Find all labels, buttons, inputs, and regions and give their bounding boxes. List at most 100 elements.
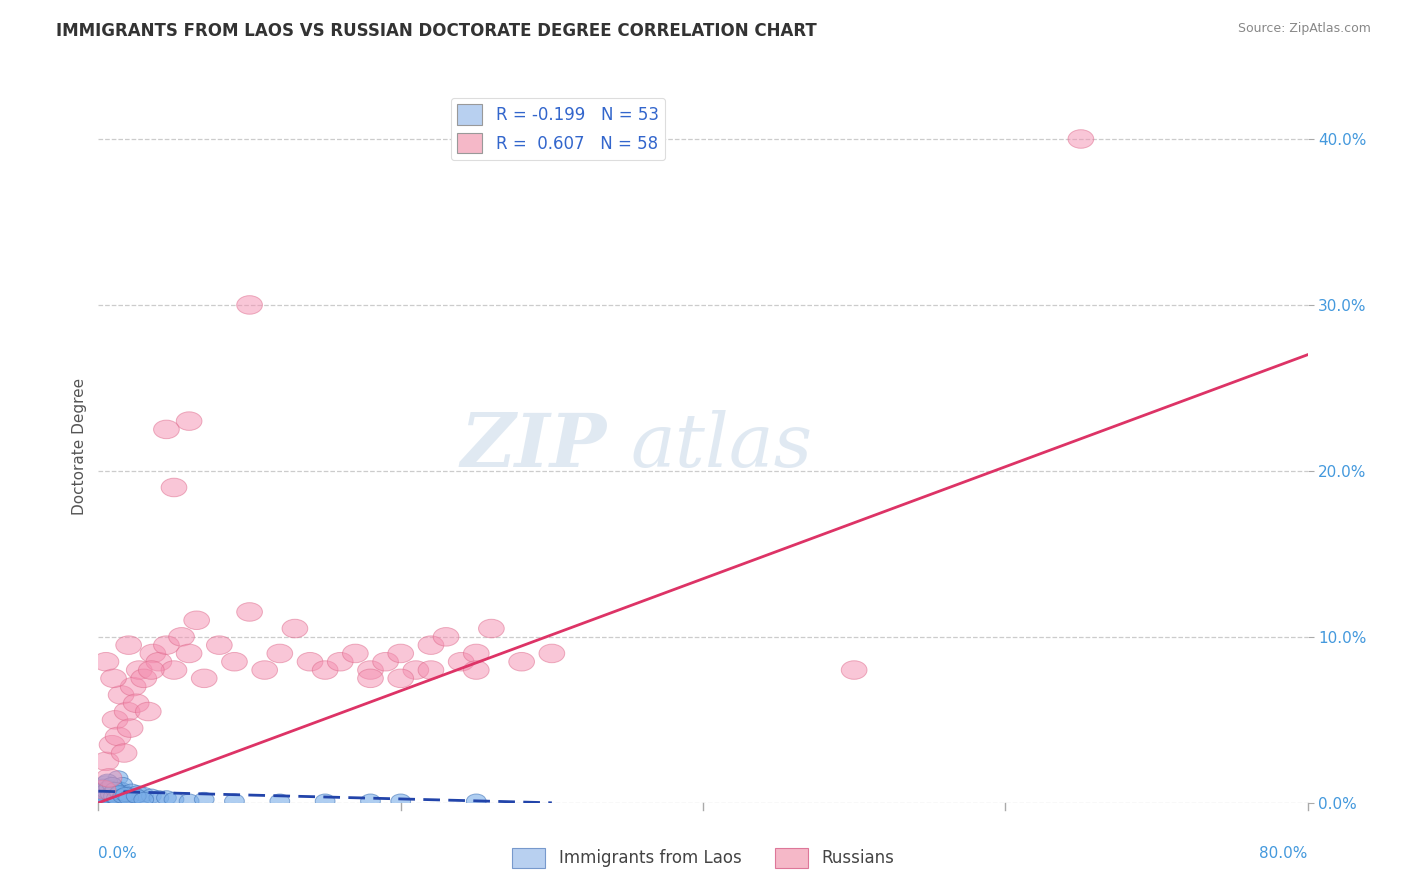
Ellipse shape <box>90 780 115 799</box>
Ellipse shape <box>1069 129 1094 148</box>
Ellipse shape <box>110 789 129 804</box>
Ellipse shape <box>138 661 165 680</box>
Ellipse shape <box>841 661 868 680</box>
Legend: R = -0.199   N = 53, R =  0.607   N = 58: R = -0.199 N = 53, R = 0.607 N = 58 <box>450 97 665 160</box>
Ellipse shape <box>391 794 411 808</box>
Ellipse shape <box>94 789 114 804</box>
Text: ZIP: ZIP <box>460 409 606 483</box>
Ellipse shape <box>156 790 176 805</box>
Ellipse shape <box>125 789 145 804</box>
Ellipse shape <box>91 790 111 805</box>
Ellipse shape <box>418 661 444 680</box>
Ellipse shape <box>467 794 486 808</box>
Ellipse shape <box>283 619 308 638</box>
Ellipse shape <box>433 628 458 646</box>
Ellipse shape <box>191 669 217 688</box>
Ellipse shape <box>127 789 146 804</box>
Ellipse shape <box>149 790 169 805</box>
Ellipse shape <box>357 661 384 680</box>
Ellipse shape <box>96 784 115 798</box>
Ellipse shape <box>236 295 263 314</box>
Ellipse shape <box>153 636 180 655</box>
Y-axis label: Doctorate Degree: Doctorate Degree <box>72 377 87 515</box>
Ellipse shape <box>115 790 135 805</box>
Ellipse shape <box>134 792 153 806</box>
Ellipse shape <box>93 752 120 771</box>
Ellipse shape <box>101 779 121 793</box>
Ellipse shape <box>104 784 124 798</box>
Ellipse shape <box>343 644 368 663</box>
Ellipse shape <box>90 792 110 806</box>
Ellipse shape <box>135 702 162 721</box>
Ellipse shape <box>103 790 122 805</box>
Ellipse shape <box>93 779 112 793</box>
Ellipse shape <box>105 788 125 802</box>
Ellipse shape <box>134 788 153 802</box>
Ellipse shape <box>142 789 162 804</box>
Ellipse shape <box>93 788 112 802</box>
Ellipse shape <box>176 412 202 430</box>
Ellipse shape <box>118 788 139 802</box>
Ellipse shape <box>141 644 166 663</box>
Ellipse shape <box>222 652 247 671</box>
Ellipse shape <box>114 702 141 721</box>
Text: atlas: atlas <box>630 409 813 483</box>
Ellipse shape <box>176 644 202 663</box>
Ellipse shape <box>153 420 180 439</box>
Ellipse shape <box>107 780 127 795</box>
Ellipse shape <box>105 782 125 797</box>
Ellipse shape <box>357 669 384 688</box>
Ellipse shape <box>509 652 534 671</box>
Text: IMMIGRANTS FROM LAOS VS RUSSIAN DOCTORATE DEGREE CORRELATION CHART: IMMIGRANTS FROM LAOS VS RUSSIAN DOCTORAT… <box>56 22 817 40</box>
Ellipse shape <box>111 744 136 763</box>
Ellipse shape <box>146 652 172 671</box>
Ellipse shape <box>418 636 444 655</box>
Ellipse shape <box>373 652 398 671</box>
Text: 0.0%: 0.0% <box>98 846 138 861</box>
Ellipse shape <box>297 652 323 671</box>
Ellipse shape <box>103 711 128 729</box>
Ellipse shape <box>98 780 120 795</box>
Ellipse shape <box>112 789 132 804</box>
Ellipse shape <box>97 774 117 789</box>
Ellipse shape <box>128 786 148 800</box>
Ellipse shape <box>267 644 292 663</box>
Ellipse shape <box>94 782 114 797</box>
Ellipse shape <box>98 786 120 800</box>
Ellipse shape <box>121 677 146 696</box>
Ellipse shape <box>388 669 413 688</box>
Ellipse shape <box>225 794 245 808</box>
Ellipse shape <box>252 661 277 680</box>
Ellipse shape <box>194 792 214 806</box>
Ellipse shape <box>162 661 187 680</box>
Ellipse shape <box>207 636 232 655</box>
Ellipse shape <box>97 789 117 804</box>
Ellipse shape <box>464 661 489 680</box>
Ellipse shape <box>115 788 135 802</box>
Ellipse shape <box>107 790 127 805</box>
Ellipse shape <box>169 628 194 646</box>
Ellipse shape <box>388 644 413 663</box>
Ellipse shape <box>91 786 111 800</box>
Ellipse shape <box>478 619 505 638</box>
Ellipse shape <box>449 652 474 671</box>
Ellipse shape <box>124 694 149 713</box>
Ellipse shape <box>131 790 150 805</box>
Ellipse shape <box>115 636 142 655</box>
Ellipse shape <box>103 778 122 792</box>
Ellipse shape <box>179 794 200 808</box>
Ellipse shape <box>100 735 125 754</box>
Legend: Immigrants from Laos, Russians: Immigrants from Laos, Russians <box>505 841 901 875</box>
Ellipse shape <box>122 784 142 798</box>
Ellipse shape <box>360 794 381 808</box>
Ellipse shape <box>112 778 132 792</box>
Ellipse shape <box>328 652 353 671</box>
Ellipse shape <box>101 788 121 802</box>
Ellipse shape <box>165 792 184 806</box>
Ellipse shape <box>312 661 337 680</box>
Ellipse shape <box>101 669 127 688</box>
Ellipse shape <box>108 686 134 704</box>
Ellipse shape <box>118 790 139 805</box>
Ellipse shape <box>162 478 187 497</box>
Ellipse shape <box>270 794 290 808</box>
